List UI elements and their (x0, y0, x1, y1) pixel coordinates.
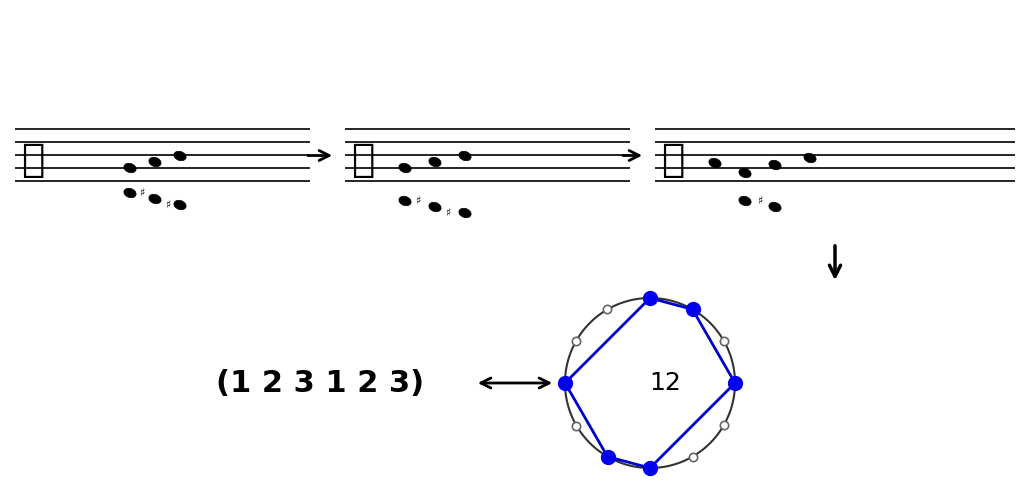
Ellipse shape (739, 196, 751, 206)
Ellipse shape (124, 188, 136, 198)
Ellipse shape (149, 194, 161, 204)
Ellipse shape (429, 157, 441, 167)
Ellipse shape (769, 202, 781, 212)
Ellipse shape (739, 168, 751, 178)
Text: ♯: ♯ (757, 196, 762, 206)
Ellipse shape (174, 151, 186, 161)
Ellipse shape (769, 160, 781, 170)
Ellipse shape (174, 200, 186, 210)
Text: 12: 12 (649, 371, 681, 395)
Ellipse shape (709, 158, 721, 168)
Ellipse shape (399, 196, 411, 206)
Text: (1 2 3 1 2 3): (1 2 3 1 2 3) (216, 368, 425, 397)
Text: 𝄞: 𝄞 (351, 141, 375, 179)
Ellipse shape (459, 208, 471, 218)
Ellipse shape (804, 153, 816, 163)
Text: 𝄞: 𝄞 (661, 141, 685, 179)
Text: ♯: ♯ (415, 196, 420, 206)
Ellipse shape (149, 157, 161, 167)
Text: ♯: ♯ (445, 208, 450, 218)
Ellipse shape (124, 163, 136, 173)
Text: 𝄞: 𝄞 (22, 141, 44, 179)
Ellipse shape (459, 151, 471, 161)
Ellipse shape (429, 202, 441, 212)
Ellipse shape (399, 163, 411, 173)
Text: ♯: ♯ (165, 200, 170, 210)
Text: ♯: ♯ (139, 188, 145, 198)
